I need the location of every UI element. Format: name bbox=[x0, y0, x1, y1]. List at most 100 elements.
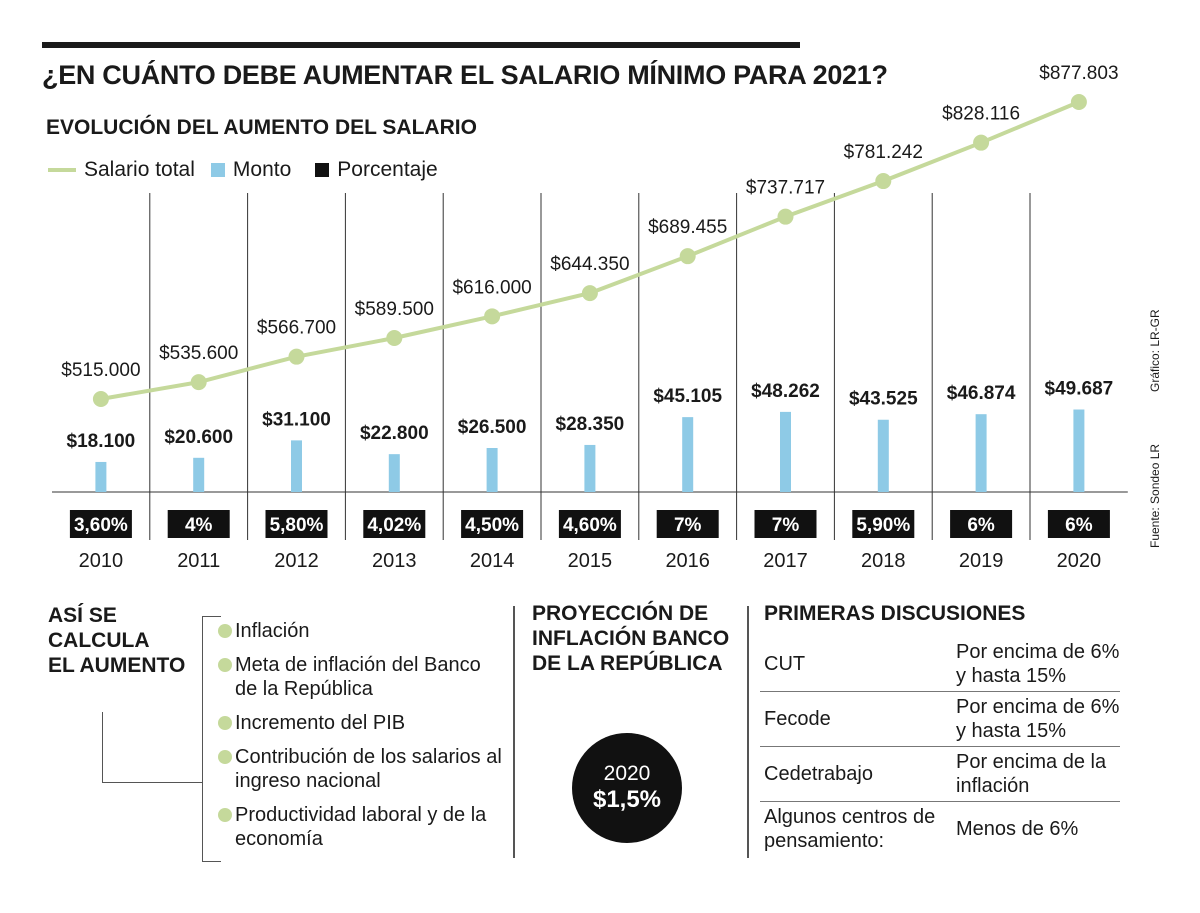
salario-total-label: $828.116 bbox=[942, 104, 1020, 125]
monto-bar bbox=[486, 448, 498, 492]
factor-item: Inflación bbox=[218, 619, 508, 643]
salario-total-label: $689.455 bbox=[648, 217, 727, 238]
org-position: Menos de 6% bbox=[956, 818, 1079, 840]
chart-subtitle: EVOLUCIÓN DEL AUMENTO DEL SALARIO bbox=[46, 116, 477, 139]
porcentaje-box bbox=[754, 510, 817, 538]
salario-total-label: $535.600 bbox=[159, 343, 238, 364]
legend-label-monto: Monto bbox=[232, 158, 292, 181]
monto-label: $31.100 bbox=[262, 409, 331, 430]
monto-bar bbox=[682, 417, 694, 492]
monto-label: $20.600 bbox=[164, 427, 233, 448]
monto-bar bbox=[291, 440, 302, 492]
porcentaje-label: 5,80% bbox=[270, 515, 324, 536]
org-name: CUT bbox=[764, 653, 806, 675]
legend-label-salario-total: Salario total bbox=[84, 158, 195, 181]
legend-item-salario-total: Salario total bbox=[48, 158, 195, 182]
monto-bar bbox=[780, 411, 791, 492]
salario-total-point bbox=[484, 308, 501, 325]
proyeccion-value: $1,5% bbox=[592, 786, 662, 813]
porcentaje-label: 3,60% bbox=[74, 515, 128, 536]
porcentaje-label: 4,02% bbox=[367, 515, 421, 536]
factor-item: Incremento del PIB bbox=[218, 711, 508, 735]
factor-item: Productividad laboral y de la economía bbox=[218, 803, 508, 851]
porcentaje-box bbox=[265, 510, 328, 538]
year-tick-label: 2020 bbox=[1057, 550, 1102, 572]
monto-bar bbox=[877, 419, 889, 492]
bullet-icon bbox=[218, 808, 232, 822]
monto-bar bbox=[388, 454, 400, 492]
page-title: ¿EN CUÁNTO DEBE AUMENTAR EL SALARIO MÍNI… bbox=[42, 60, 888, 90]
porcentaje-box bbox=[167, 510, 230, 538]
porcentaje-label: 4% bbox=[185, 515, 213, 536]
bracket-factors bbox=[202, 616, 221, 862]
salario-total-point bbox=[777, 208, 794, 225]
monto-bar bbox=[95, 461, 107, 492]
legend-box-swatch bbox=[315, 163, 330, 177]
salario-total-label: $515.000 bbox=[61, 360, 140, 381]
year-tick-label: 2017 bbox=[763, 550, 808, 572]
monto-label: $22.800 bbox=[360, 423, 429, 444]
org-name: Algunos centros de pensamiento: bbox=[764, 806, 936, 852]
legend-item-porcentaje: Porcentaje bbox=[315, 158, 438, 182]
bracket-stem bbox=[102, 712, 103, 782]
discusiones-title: PRIMERAS DISCUSIONES bbox=[764, 602, 1026, 625]
table-row: CUT Por encima de 6% y hasta 15% bbox=[760, 637, 1120, 692]
proyeccion-circle: 2020 $1,5% bbox=[572, 733, 682, 843]
salario-total-point bbox=[1070, 94, 1087, 110]
top-rule bbox=[42, 42, 800, 48]
org-name: Cedetrabajo bbox=[764, 763, 873, 785]
porcentaje-box bbox=[656, 510, 719, 538]
monto-label: $48.262 bbox=[751, 381, 820, 402]
porcentaje-box bbox=[558, 510, 621, 538]
monto-label: $49.687 bbox=[1045, 379, 1114, 400]
table-row: Fecode Por encima de 6% y hasta 15% bbox=[760, 692, 1120, 747]
year-tick-label: 2012 bbox=[274, 550, 319, 572]
monto-label: $46.874 bbox=[947, 383, 1016, 404]
salario-total-label: $781.242 bbox=[844, 142, 923, 163]
discusiones-table: CUT Por encima de 6% y hasta 15% Fecode … bbox=[760, 637, 1120, 856]
legend-line-swatch bbox=[48, 168, 76, 172]
proyeccion-title: PROYECCIÓN DE INFLACIÓN BANCO DE LA REPÚ… bbox=[532, 602, 730, 675]
salario-total-label: $589.500 bbox=[355, 299, 434, 320]
porcentaje-label: 6% bbox=[967, 515, 995, 536]
porcentaje-label: 7% bbox=[674, 515, 702, 536]
porcentaje-box bbox=[363, 510, 426, 538]
porcentaje-box bbox=[69, 510, 132, 538]
salario-total-label: $644.350 bbox=[550, 254, 629, 275]
salario-total-point bbox=[288, 348, 305, 365]
factor-list: Inflación Meta de inflación del Banco de… bbox=[218, 619, 508, 861]
salario-total-label: $737.717 bbox=[746, 178, 825, 199]
salario-total-point bbox=[92, 391, 109, 407]
bullet-icon bbox=[218, 624, 232, 638]
porcentaje-box bbox=[1047, 510, 1110, 538]
year-tick-label: 2014 bbox=[470, 550, 515, 572]
year-tick-label: 2013 bbox=[372, 550, 417, 572]
credit-grafico: Gráfico: LR-GR bbox=[1148, 309, 1162, 392]
bracket-arm bbox=[102, 782, 202, 783]
table-row: Algunos centros de pensamiento: Menos de… bbox=[760, 802, 1120, 856]
legend-label-porcentaje: Porcentaje bbox=[337, 158, 438, 181]
salario-total-point bbox=[581, 285, 598, 302]
monto-bar bbox=[1073, 409, 1085, 492]
legend-bar-swatch bbox=[210, 163, 225, 177]
salario-total-point bbox=[679, 248, 696, 265]
year-tick-label: 2015 bbox=[568, 550, 613, 572]
porcentaje-box bbox=[950, 510, 1013, 538]
section-divider bbox=[747, 606, 749, 858]
monto-bar bbox=[584, 444, 596, 492]
monto-label: $18.100 bbox=[67, 431, 136, 452]
porcentaje-label: 4,50% bbox=[465, 515, 519, 536]
org-position: Por encima de 6% y hasta 15% bbox=[956, 696, 1120, 742]
year-tick-label: 2011 bbox=[177, 550, 220, 572]
porcentaje-label: 7% bbox=[772, 515, 800, 536]
monto-bar bbox=[193, 457, 205, 492]
section-divider bbox=[513, 606, 515, 858]
bullet-icon bbox=[218, 716, 232, 730]
org-name: Fecode bbox=[764, 708, 831, 730]
year-tick-label: 2018 bbox=[861, 550, 906, 572]
credit-fuente: Fuente: Sondeo LR bbox=[1148, 443, 1162, 548]
factor-item: Contribución de los salarios al ingreso … bbox=[218, 745, 508, 793]
monto-label: $26.500 bbox=[458, 417, 527, 438]
porcentaje-label: 6% bbox=[1065, 515, 1093, 536]
salario-total-point bbox=[386, 330, 403, 347]
